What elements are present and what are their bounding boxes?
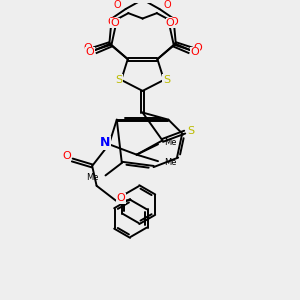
Text: O: O [111,18,119,28]
Text: S: S [188,126,195,136]
Text: O: O [166,18,175,28]
Text: S: S [115,75,122,85]
Text: O: O [86,47,94,57]
Text: S: S [163,75,170,85]
Text: N: N [100,136,111,149]
Text: Me: Me [86,173,99,182]
Text: O: O [169,17,178,27]
Text: O: O [191,47,200,57]
Text: O: O [62,152,71,161]
Text: O: O [193,43,202,53]
Text: Me: Me [164,138,177,147]
Text: O: O [117,193,126,203]
Text: O: O [107,17,116,27]
Text: O: O [83,43,92,53]
Text: Me: Me [164,158,177,167]
Text: O: O [164,1,172,10]
Text: O: O [114,1,121,10]
